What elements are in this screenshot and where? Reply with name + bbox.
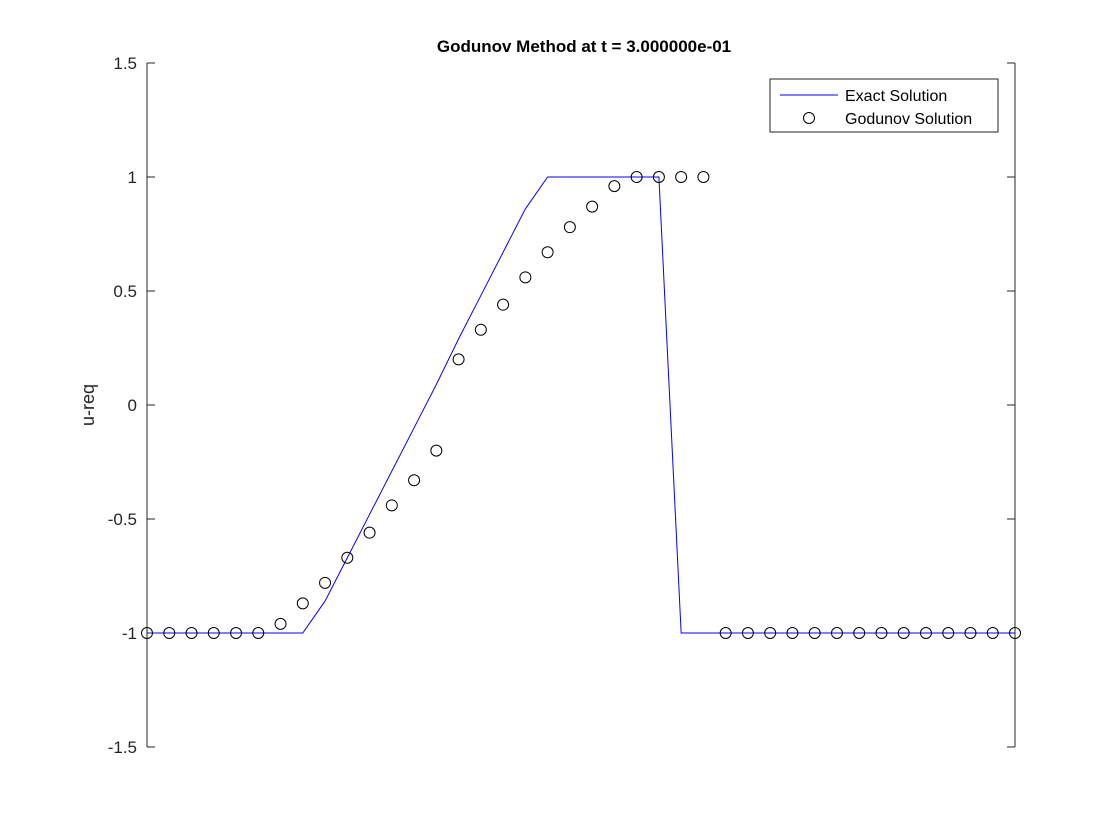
legend-label: Godunov Solution xyxy=(845,111,972,128)
series-markers-godunov-solution xyxy=(141,171,1021,639)
data-point xyxy=(741,627,754,639)
y-tick-label: 0 xyxy=(128,396,137,415)
legend-swatch-godunov-solution xyxy=(803,112,815,124)
data-point xyxy=(252,627,265,639)
data-point xyxy=(652,171,665,183)
data-point xyxy=(719,627,732,639)
data-point xyxy=(853,627,866,639)
y-tick-label: 1 xyxy=(128,168,137,187)
y-tick-label: 0.5 xyxy=(113,282,137,301)
series-layer xyxy=(141,171,1021,639)
data-point xyxy=(1009,627,1021,639)
data-point xyxy=(563,221,576,234)
data-point xyxy=(764,627,777,639)
axes: -1.5 -1 -0.5 0 0.5 1 1.5 xyxy=(108,54,1016,757)
legend-label: Exact Solution xyxy=(845,88,947,105)
data-point xyxy=(897,627,910,639)
data-point xyxy=(675,171,688,183)
data-point xyxy=(452,353,465,366)
legend[interactable]: Exact Solution Godunov Solution xyxy=(769,78,999,133)
data-point xyxy=(586,200,599,213)
chart-title: Godunov Method at t = 3.000000e-01 xyxy=(437,37,731,56)
data-point xyxy=(786,627,799,639)
y-axis-label: u-req xyxy=(78,384,98,426)
data-point xyxy=(274,617,287,630)
data-point xyxy=(830,627,843,639)
data-point xyxy=(875,627,888,639)
data-point xyxy=(630,171,643,183)
data-point xyxy=(919,627,932,639)
data-point xyxy=(408,474,421,487)
series-line-exact-solution xyxy=(147,176,1015,634)
data-point xyxy=(207,627,220,639)
data-point xyxy=(497,298,510,311)
data-point xyxy=(363,526,376,539)
data-point xyxy=(163,627,176,639)
data-point xyxy=(541,246,554,259)
data-point xyxy=(608,180,621,193)
data-point xyxy=(385,499,398,512)
data-point xyxy=(185,627,198,639)
y-tick-label: -0.5 xyxy=(108,510,137,529)
data-point xyxy=(296,597,309,610)
y-tick-label: 1.5 xyxy=(113,54,137,73)
data-point xyxy=(964,627,977,639)
data-point xyxy=(519,271,532,284)
data-point xyxy=(474,323,487,336)
data-point xyxy=(986,627,999,639)
data-point xyxy=(430,444,443,457)
y-tick-label: -1 xyxy=(122,624,137,643)
data-point xyxy=(808,627,821,639)
data-point xyxy=(230,627,243,639)
y-tick-label: -1.5 xyxy=(108,738,137,757)
data-point xyxy=(341,551,354,564)
data-point xyxy=(141,627,153,639)
data-point xyxy=(942,627,955,639)
data-point xyxy=(697,171,710,183)
data-point xyxy=(319,576,332,589)
